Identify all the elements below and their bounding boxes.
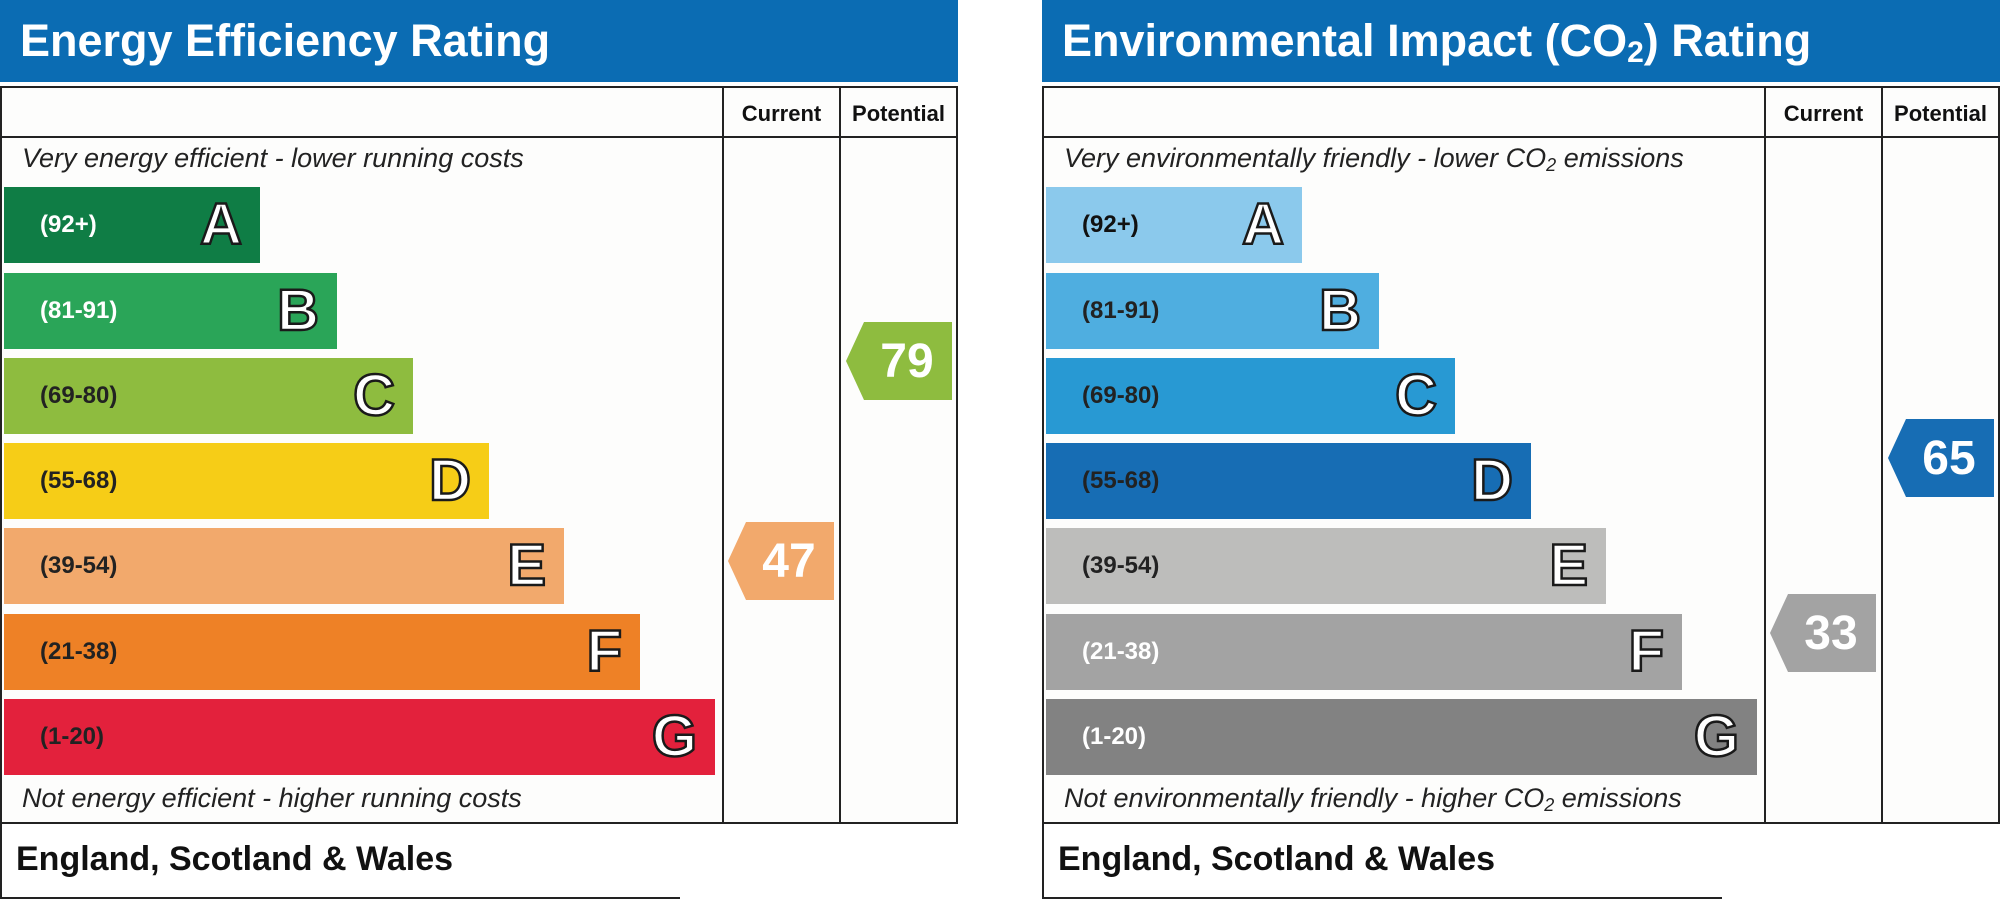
band-letter: E [1548,532,1589,600]
environmental-impact-panel: Environmental Impact (CO2) Rating Curren… [1042,0,2000,899]
caption-subscript: 2 [1544,795,1555,815]
band-range: (1-20) [1082,723,1147,750]
caption-text: Not environmentally friendly - higher CO [1064,783,1545,813]
band-letter: B [276,277,320,345]
caption-text: emissions [1554,783,1682,813]
energy-potential-arrow: 79 [846,322,952,400]
environment-title: Environmental Impact (CO2) Rating [1042,0,2000,82]
band-letter: C [1394,362,1438,430]
title-text: Environmental Impact (CO [1062,15,1628,66]
band-range: (92+) [40,211,97,238]
environment-chart-frame: Current Potential Very environmentally f… [1042,86,2000,824]
energy-potential-value: 79 [880,335,934,388]
band-letter: A [199,191,243,259]
environment-region-label: England, Scotland & Wales [1058,840,1496,878]
energy-band-b: (81-91) B [4,273,337,349]
environment-band-f: (21-38) F [1046,614,1682,690]
environment-top-caption: Very environmentally friendly - lower CO… [1064,143,1684,174]
band-range: (92+) [1082,211,1139,238]
band-letter: G [1693,703,1741,771]
band-letter: A [1241,191,1285,259]
environment-bottom-caption: Not environmentally friendly - higher CO… [1064,783,1682,814]
energy-efficiency-panel: Energy Efficiency Rating Current Potenti… [0,0,958,899]
energy-band-g: (1-20) G [4,699,715,775]
environment-potential-value: 65 [1922,432,1976,485]
divider [722,88,724,822]
energy-title: Energy Efficiency Rating [0,0,958,82]
energy-current-arrow: 47 [728,522,834,600]
energy-current-header: Current [741,101,822,126]
environment-current-header: Current [1783,101,1864,126]
band-letter: B [1318,277,1362,345]
energy-band-e: (39-54) E [4,528,564,604]
band-letter: C [352,362,396,430]
environment-footer: England, Scotland & Wales [1042,824,1722,899]
band-range: (55-68) [40,467,118,494]
energy-footer: England, Scotland & Wales [0,824,680,899]
energy-bottom-caption: Not energy efficient - higher running co… [22,783,522,813]
divider [1881,88,1883,822]
divider [1044,136,1998,138]
environment-band-a: (92+) A [1046,187,1302,263]
environment-potential-header: Potential [1894,101,1987,126]
band-range: (1-20) [40,723,105,750]
energy-current-value: 47 [762,535,816,588]
band-letter: G [651,703,699,771]
environment-band-b: (81-91) B [1046,273,1379,349]
divider [839,88,841,822]
environment-band-c: (69-80) C [1046,358,1455,434]
band-letter: F [1627,618,1665,686]
title-text: ) Rating [1643,15,1812,66]
band-range: (21-38) [40,638,118,665]
energy-potential-header: Potential [852,101,945,126]
environment-band-d: (55-68) D [1046,443,1531,519]
band-range: (81-91) [1082,297,1160,324]
environment-band-e: (39-54) E [1046,528,1606,604]
band-letter: D [428,447,472,515]
environment-band-g: (1-20) G [1046,699,1757,775]
band-range: (39-54) [1082,552,1160,579]
energy-band-f: (21-38) F [4,614,640,690]
band-range: (69-80) [1082,382,1160,409]
caption-text: emissions [1556,143,1684,173]
energy-band-d: (55-68) D [4,443,489,519]
title-subscript: 2 [1627,36,1644,69]
band-letter: F [585,618,623,686]
band-range: (69-80) [40,382,118,409]
environment-current-value: 33 [1804,607,1858,660]
band-letter: D [1470,447,1514,515]
environment-potential-arrow: 65 [1888,419,1994,497]
divider [2,136,956,138]
band-range: (39-54) [40,552,118,579]
energy-chart-frame: Current Potential Very energy efficient … [0,86,958,824]
energy-region-label: England, Scotland & Wales [16,840,454,878]
caption-text: Very environmentally friendly - lower CO [1064,143,1547,173]
energy-band-a: (92+) A [4,187,260,263]
band-letter: E [506,532,547,600]
band-range: (81-91) [40,297,118,324]
environment-current-arrow: 33 [1770,594,1876,672]
energy-top-caption: Very energy efficient - lower running co… [22,143,524,173]
energy-band-c: (69-80) C [4,358,413,434]
band-range: (21-38) [1082,638,1160,665]
divider [1764,88,1766,822]
band-range: (55-68) [1082,467,1160,494]
caption-subscript: 2 [1546,155,1557,175]
